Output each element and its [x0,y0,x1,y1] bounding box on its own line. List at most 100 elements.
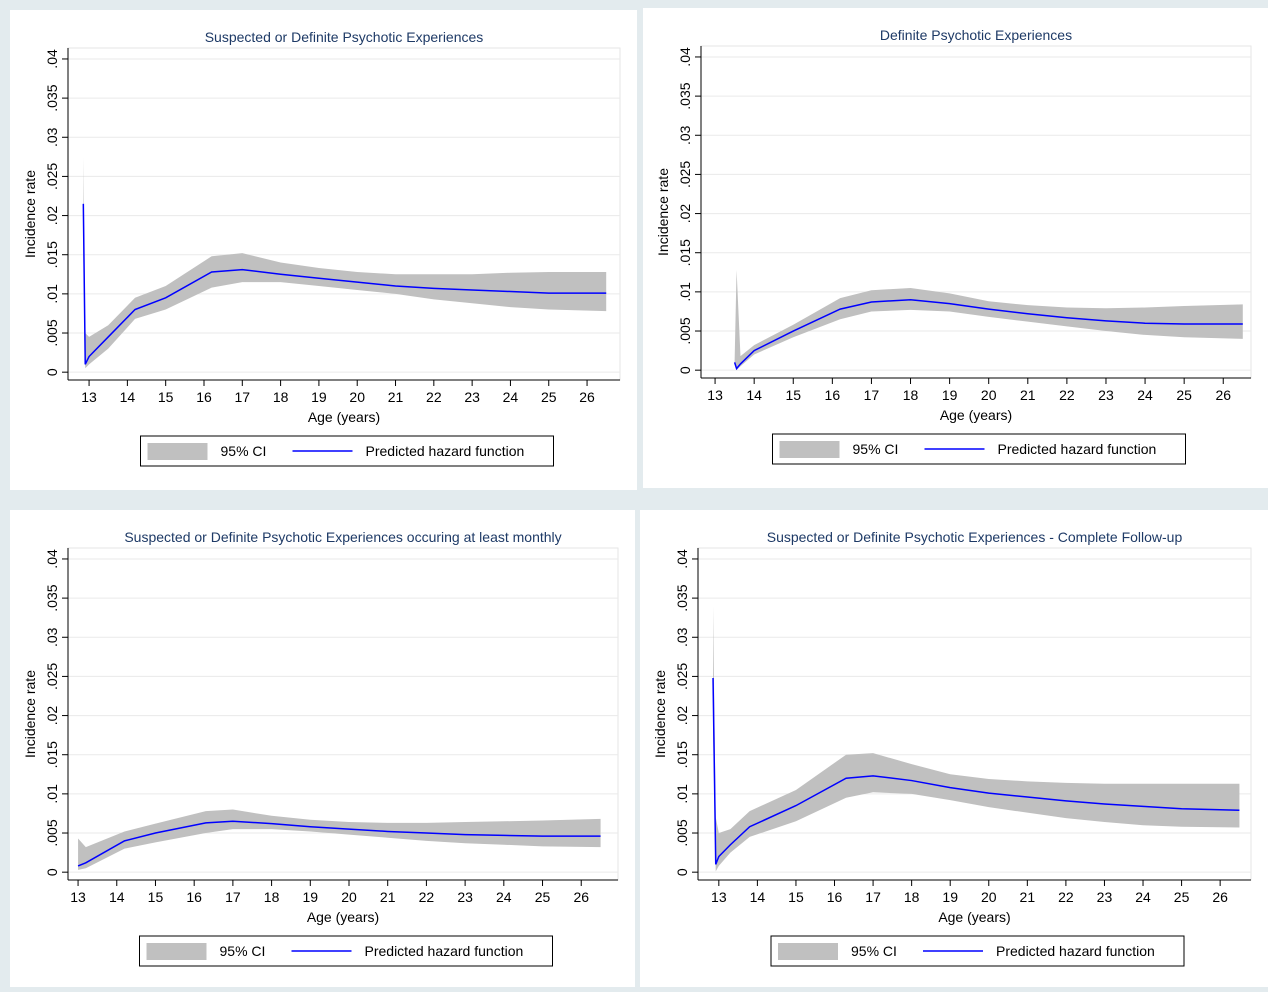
x-tick-label: 22 [1058,889,1074,905]
y-tick-label: .015 [677,239,693,266]
y-tick-label: .005 [677,317,693,344]
x-tick-label: 23 [1098,387,1114,403]
y-tick-label: .015 [44,241,60,268]
y-tick-label: .02 [44,706,60,726]
x-tick-label: 21 [380,889,396,905]
chart-title: Definite Psychotic Experiences [880,27,1072,43]
x-tick-label: 22 [1059,387,1075,403]
x-axis-label: Age (years) [938,909,1010,925]
x-tick-label: 21 [1020,889,1036,905]
y-tick-label: .035 [44,84,60,111]
y-tick-label: .025 [674,663,690,690]
x-tick-label: 24 [1137,387,1153,403]
x-tick-label: 18 [903,387,919,403]
x-tick-label: 13 [711,889,727,905]
y-axis-label: Incidence rate [22,170,38,258]
hazard-line [77,820,601,867]
x-tick-label: 23 [457,889,473,905]
x-tick-label: 13 [81,389,97,405]
legend-swatch [779,441,840,458]
legend-label: 95% CI [221,443,267,459]
x-tick-label: 17 [865,889,881,905]
x-tick-label: 25 [1174,889,1190,905]
chart-panel: Suspected or Definite Psychotic Experien… [10,510,635,987]
x-tick-label: 15 [785,387,801,403]
x-tick-label: 23 [1097,889,1113,905]
x-tick-label: 19 [942,387,958,403]
y-tick-label: 0 [44,368,60,376]
x-tick-label: 26 [1215,387,1231,403]
legend-label: Predicted hazard function [998,441,1157,457]
ci-band [734,269,1243,371]
x-tick-label: 14 [746,387,762,403]
y-tick-label: .005 [44,319,60,346]
y-tick-label: .015 [674,741,690,768]
x-tick-label: 25 [541,389,557,405]
chart-panel: Suspected or Definite Psychotic Experien… [640,510,1268,987]
y-tick-label: .02 [44,206,60,226]
chart-title: Suspected or Definite Psychotic Experien… [767,529,1183,545]
x-tick-label: 20 [349,389,365,405]
y-tick-label: .025 [677,161,693,188]
legend-label: Predicted hazard function [996,943,1155,959]
x-tick-label: 26 [1212,889,1228,905]
x-tick-label: 18 [264,889,280,905]
x-tick-label: 24 [503,389,519,405]
x-tick-label: 25 [535,889,551,905]
x-tick-label: 14 [120,389,136,405]
y-axis-label: Incidence rate [652,670,668,758]
x-tick-label: 26 [573,889,589,905]
y-tick-label: 0 [674,868,690,876]
x-axis-label: Age (years) [940,407,1012,423]
y-tick-label: .035 [677,82,693,109]
chart-panel: Suspected or Definite Psychotic Experien… [10,10,637,490]
x-tick-label: 25 [1176,387,1192,403]
y-tick-label: .04 [44,49,60,69]
x-tick-label: 17 [225,889,241,905]
x-tick-label: 15 [788,889,804,905]
x-tick-label: 17 [235,389,251,405]
legend-label: 95% CI [851,943,897,959]
hazard-line [733,298,1243,371]
x-tick-label: 16 [186,889,202,905]
y-axis-label: Incidence rate [22,670,38,758]
y-tick-label: .02 [677,204,693,224]
x-tick-label: 15 [158,389,174,405]
legend-swatch [778,943,838,960]
y-tick-label: .025 [44,163,60,190]
x-tick-label: 26 [579,389,595,405]
x-tick-label: 19 [942,889,958,905]
ci-band [78,809,601,870]
legend-label: Predicted hazard function [365,943,524,959]
y-tick-label: .005 [674,819,690,846]
chart-panel: Definite Psychotic Experiences 0 .005 .01 .0… [643,8,1268,488]
x-axis-label: Age (years) [308,409,380,425]
y-tick-label: .01 [677,282,693,302]
y-tick-label: .005 [44,819,60,846]
x-tick-label: 16 [827,889,843,905]
x-tick-label: 22 [426,389,442,405]
x-tick-label: 21 [1020,387,1036,403]
hazard-line [82,203,607,365]
x-tick-label: 16 [825,387,841,403]
x-tick-label: 19 [303,889,319,905]
x-tick-label: 17 [864,387,880,403]
x-tick-label: 13 [707,387,723,403]
x-tick-label: 21 [388,389,404,405]
y-tick-label: .04 [677,47,693,67]
plot-area [67,47,621,381]
hazard-line [712,677,1240,865]
legend-label: Predicted hazard function [366,443,525,459]
y-tick-label: .04 [44,549,60,569]
x-tick-label: 22 [419,889,435,905]
x-tick-label: 20 [341,889,357,905]
x-axis-label: Age (years) [307,909,379,925]
y-tick-label: .01 [44,784,60,804]
y-tick-label: 0 [677,366,693,374]
y-tick-label: 0 [44,868,60,876]
x-tick-label: 15 [148,889,164,905]
x-tick-label: 24 [496,889,512,905]
legend-swatch [146,943,207,960]
